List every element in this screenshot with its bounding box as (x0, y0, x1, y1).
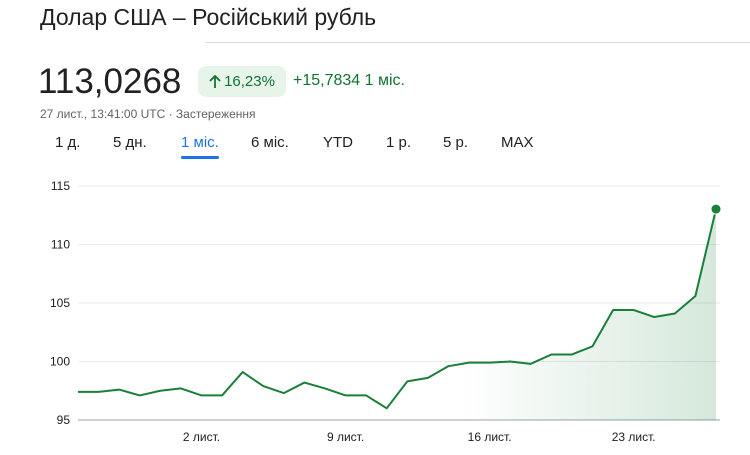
y-tick-label: 100 (50, 355, 70, 369)
range-tab[interactable]: 5 р. (443, 134, 469, 151)
tab-underline (181, 156, 219, 159)
change-value: +15,7834 (293, 72, 361, 89)
range-tab[interactable]: 5 дн. (113, 134, 147, 151)
last-point (710, 203, 722, 215)
x-tick-label: 16 лист. (468, 430, 512, 444)
range-tab[interactable]: YTD (323, 134, 353, 151)
price: 113,0268 (38, 62, 182, 101)
range-tab[interactable]: 6 міс. (251, 134, 289, 151)
price-line (78, 208, 717, 410)
range-tab[interactable]: 1 міс. (181, 134, 219, 151)
range-tab[interactable]: 1 д. (55, 134, 81, 151)
range-tab[interactable]: MAX (501, 134, 534, 151)
up-arrow (209, 74, 221, 88)
x-tick-label: 9 лист. (327, 430, 364, 444)
y-tick-label: 95 (57, 413, 71, 427)
x-tick-label: 23 лист. (612, 430, 656, 444)
y-tick-label: 110 (51, 238, 70, 252)
separator (205, 42, 750, 43)
range-tab[interactable]: 1 р. (386, 134, 412, 151)
area (78, 209, 716, 420)
y-tick-label: 115 (51, 179, 70, 193)
change-percent: 16,23% (224, 73, 275, 90)
timestamp: 27 лист., 13:41:00 UTC · Застереження (40, 107, 256, 121)
pair-title: Долар США – Російський рубль (40, 4, 377, 30)
change-period: 1 міс. (364, 72, 405, 89)
y-tick-label: 105 (50, 296, 70, 310)
change-badge: 16,23% (198, 66, 286, 97)
change-abs: +15,7834 1 міс. (293, 72, 405, 90)
x-tick-label: 2 лист. (183, 430, 220, 444)
